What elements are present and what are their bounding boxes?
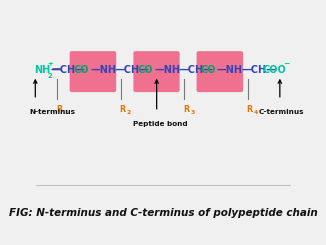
- Text: —: —: [51, 65, 60, 74]
- Text: FIG: N-terminus and C-terminus of polypeptide chain: FIG: N-terminus and C-terminus of polype…: [8, 208, 318, 219]
- Text: R: R: [183, 105, 189, 113]
- Text: —NH: —NH: [154, 65, 180, 75]
- Text: 3: 3: [190, 110, 195, 115]
- Text: —NH: —NH: [217, 65, 243, 75]
- Text: —CH—: —CH—: [115, 65, 150, 75]
- Text: —CH—: —CH—: [178, 65, 213, 75]
- Text: −: −: [283, 59, 289, 68]
- Text: —CH—: —CH—: [51, 65, 86, 75]
- FancyBboxPatch shape: [70, 51, 116, 92]
- Text: COO: COO: [263, 65, 287, 75]
- Text: —CH—: —CH—: [242, 65, 277, 75]
- Text: R: R: [246, 105, 252, 113]
- Text: R: R: [119, 105, 126, 113]
- Text: N-terminus: N-terminus: [30, 109, 76, 115]
- Text: Peptide bond: Peptide bond: [133, 121, 187, 127]
- Text: +: +: [48, 61, 53, 67]
- FancyBboxPatch shape: [197, 51, 243, 92]
- Text: R: R: [56, 105, 62, 113]
- Text: NH: NH: [34, 65, 50, 75]
- Text: CO: CO: [74, 65, 89, 75]
- Text: CO: CO: [138, 65, 154, 75]
- Text: 4: 4: [253, 110, 258, 115]
- Text: 2: 2: [126, 110, 131, 115]
- Text: —NH: —NH: [90, 65, 116, 75]
- Text: 2: 2: [48, 73, 52, 79]
- Text: 1: 1: [63, 110, 67, 115]
- Text: CO: CO: [201, 65, 216, 75]
- Text: C-terminus: C-terminus: [259, 109, 304, 115]
- FancyBboxPatch shape: [133, 51, 180, 92]
